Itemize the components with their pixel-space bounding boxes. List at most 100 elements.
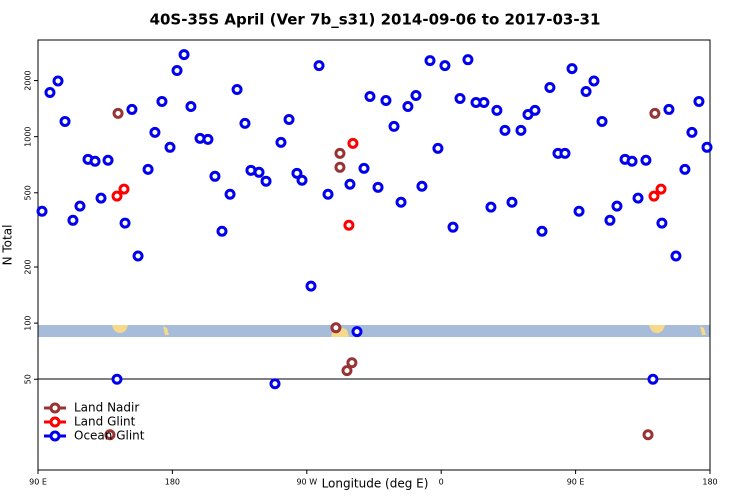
- y-tick-label: 200: [24, 259, 33, 274]
- ocean-band: [38, 325, 710, 337]
- point: [432, 142, 444, 154]
- chart-title: 40S-35S April (Ver 7b_s31) 2014-09-06 to…: [150, 11, 601, 29]
- land: [112, 325, 128, 333]
- point: [164, 141, 176, 153]
- point: [341, 365, 353, 377]
- point: [536, 225, 548, 237]
- point: [358, 162, 370, 174]
- point: [485, 201, 497, 213]
- legend-label: Ocean Glint: [74, 429, 145, 443]
- point: [679, 163, 691, 175]
- point: [334, 147, 346, 159]
- point: [626, 155, 638, 167]
- point: [269, 378, 281, 390]
- point: [632, 192, 644, 204]
- point: [343, 219, 355, 231]
- legend-marker: [49, 430, 61, 442]
- point: [330, 322, 342, 334]
- point: [313, 60, 325, 72]
- x-tick-label: 90 E: [29, 478, 47, 487]
- point: [402, 100, 414, 112]
- point: [640, 154, 652, 166]
- point: [686, 126, 698, 138]
- plot-frame: [37, 39, 711, 471]
- point: [224, 188, 236, 200]
- point: [260, 175, 272, 187]
- point: [439, 60, 451, 72]
- point: [102, 154, 114, 166]
- land: [163, 326, 169, 335]
- series: [36, 49, 713, 390]
- legend-marker: [49, 402, 61, 414]
- y-tick-label: 100: [24, 315, 33, 330]
- point: [239, 117, 251, 129]
- point: [566, 63, 578, 75]
- point: [149, 126, 161, 138]
- point: [291, 167, 303, 179]
- point: [296, 174, 308, 186]
- x-tick-label: 0: [439, 478, 444, 487]
- point: [462, 54, 474, 66]
- point: [74, 200, 86, 212]
- y-tick-label: 500: [24, 185, 33, 200]
- point: [655, 183, 667, 195]
- land-strip: [38, 325, 710, 337]
- point: [693, 95, 705, 107]
- point: [67, 214, 79, 226]
- point: [515, 124, 527, 136]
- point: [642, 429, 654, 441]
- point: [649, 107, 661, 119]
- x-tick-label: 180: [165, 478, 180, 487]
- point: [410, 90, 422, 102]
- point: [156, 95, 168, 107]
- point: [119, 217, 131, 229]
- point: [611, 200, 623, 212]
- point: [59, 115, 71, 127]
- point: [447, 221, 459, 233]
- point: [701, 141, 713, 153]
- point: [544, 82, 556, 94]
- point: [604, 214, 616, 226]
- y-tick-label: 50: [24, 374, 33, 384]
- point: [118, 183, 130, 195]
- point: [364, 91, 376, 103]
- point: [588, 75, 600, 87]
- point: [178, 49, 190, 61]
- point: [529, 104, 541, 116]
- x-axis-label: Longitude (deg E): [322, 477, 429, 491]
- legend-marker: [49, 416, 61, 428]
- point: [202, 133, 214, 145]
- y-tick-label: 1000: [24, 126, 33, 146]
- point: [142, 163, 154, 175]
- point: [351, 326, 363, 338]
- point: [670, 250, 682, 262]
- y-axis-label: N Total: [1, 225, 15, 266]
- point: [185, 100, 197, 112]
- x-tick-label: 90 W: [296, 478, 317, 487]
- point: [305, 280, 317, 292]
- point: [580, 85, 592, 97]
- point: [104, 429, 116, 441]
- point: [44, 86, 56, 98]
- point: [380, 95, 392, 107]
- land: [649, 325, 665, 333]
- point: [478, 97, 490, 109]
- point: [372, 181, 384, 193]
- point: [89, 155, 101, 167]
- point: [454, 93, 466, 105]
- point: [344, 178, 356, 190]
- point: [506, 196, 518, 208]
- series: [104, 107, 661, 441]
- point: [395, 196, 407, 208]
- point: [648, 190, 660, 202]
- point: [112, 107, 124, 119]
- x-tick-label: 90 E: [567, 478, 585, 487]
- y-tick-label: 2000: [24, 70, 33, 90]
- point: [647, 373, 659, 385]
- point: [596, 115, 608, 127]
- legend-label: Land Nadir: [74, 401, 139, 415]
- point: [334, 161, 346, 173]
- x-tick-label: 180: [702, 478, 717, 487]
- point: [216, 225, 228, 237]
